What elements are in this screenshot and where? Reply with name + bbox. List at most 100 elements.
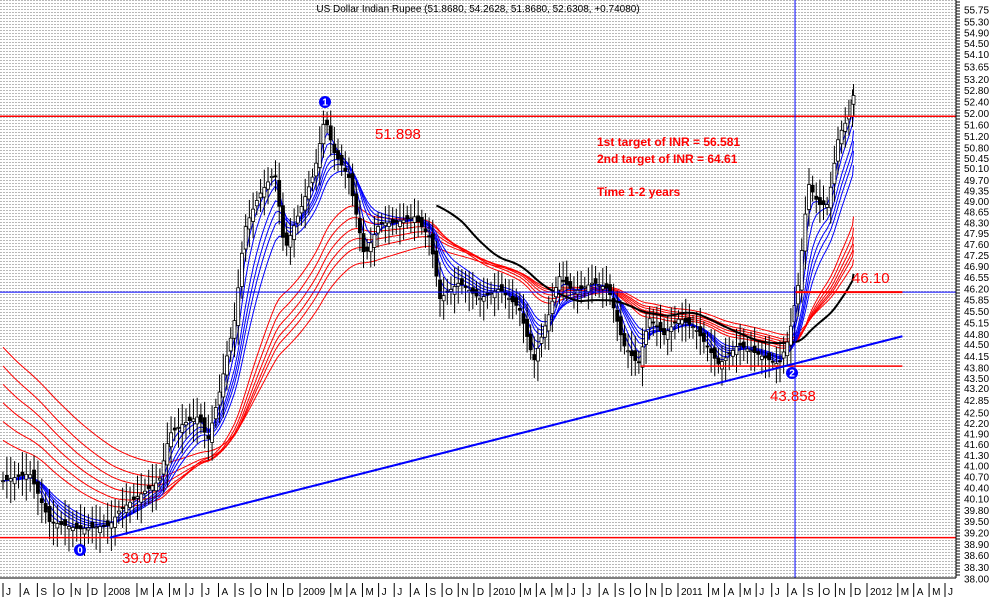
y-tick-label: 48.65: [964, 208, 989, 219]
candle-body: [105, 520, 110, 526]
target-notes: 1st target of INR = 56.581 2nd target of…: [597, 135, 740, 199]
x-tick-label: N: [74, 587, 81, 598]
candle-body: [39, 498, 44, 504]
candle-body: [295, 215, 300, 224]
candle-body: [749, 350, 753, 353]
x-tick-label: O: [634, 587, 642, 598]
candle-body: [36, 481, 40, 494]
candle-body: [626, 350, 630, 353]
short-ma-line: [2, 151, 854, 525]
x-tick-label: J: [759, 587, 764, 598]
candle-body: [116, 510, 121, 514]
y-tick-label: 45.15: [964, 319, 989, 330]
short-ma-line: [2, 140, 854, 526]
candle-body: [691, 326, 695, 329]
candle-body: [199, 414, 203, 423]
x-tick-label: M: [140, 587, 148, 598]
trendline: [109, 335, 903, 539]
candle-body: [32, 469, 36, 485]
x-tick-label: A: [539, 587, 546, 598]
x-tick-label: A: [413, 587, 420, 598]
candle-body: [317, 143, 322, 168]
y-tick-label: 38.60: [964, 551, 989, 562]
candle-body: [228, 337, 233, 352]
candle-body: [698, 326, 703, 337]
x-tick-label: 2010: [493, 587, 516, 598]
x-tick-label: J: [205, 587, 210, 598]
candle-body: [387, 222, 391, 227]
candle-body: [763, 355, 768, 359]
candle-body: [277, 179, 282, 207]
candle-body: [124, 504, 129, 513]
candle-body: [269, 175, 274, 178]
candle-body: [146, 485, 151, 489]
y-tick-label: 51.60: [964, 120, 989, 131]
candle-body: [78, 525, 83, 530]
x-tick-label: N: [461, 587, 468, 598]
candle-body: [98, 526, 102, 534]
candle-body: [622, 333, 627, 347]
candle-body: [266, 181, 270, 190]
x-tick-label: 2011: [681, 587, 703, 598]
candle-body: [836, 139, 840, 162]
pivot-label: 2: [789, 369, 795, 380]
candle-body: [561, 280, 566, 282]
y-tick-label: 47.95: [964, 229, 989, 240]
y-tick-label: 41.90: [964, 429, 989, 440]
candle-body: [16, 474, 21, 477]
y-tick-label: 48.30: [964, 218, 989, 229]
candle-body: [507, 297, 511, 300]
candle-body: [539, 336, 544, 344]
x-tick-label: J: [189, 587, 194, 598]
candle-body: [8, 478, 13, 482]
y-tick-label: 45.50: [964, 307, 989, 318]
candle-body: [232, 320, 237, 339]
candle-body: [157, 477, 162, 481]
candle-body: [528, 333, 533, 351]
candle-body: [113, 516, 118, 528]
candle-body: [184, 421, 188, 426]
candle-body: [1, 480, 5, 483]
candle-body: [86, 527, 91, 531]
candle-body: [63, 519, 67, 526]
candle-body: [251, 208, 256, 222]
x-tick-label: S: [807, 587, 814, 598]
y-tick-label: 44.50: [964, 340, 989, 351]
candle-body: [74, 522, 79, 529]
y-tick-label: 46.20: [964, 284, 989, 295]
y-tick-label: 55.30: [964, 18, 989, 29]
candle-body: [727, 352, 732, 355]
candle-body: [821, 200, 826, 206]
candle-body: [459, 278, 464, 285]
candle-body: [82, 527, 87, 535]
candle-body: [262, 187, 267, 198]
candle-body: [712, 347, 717, 359]
candle-body: [496, 289, 501, 293]
candle-body: [640, 346, 645, 368]
candle-body: [633, 350, 638, 361]
x-axis: J A S O N D 2008 M A M J J A S O N D 2009 M A M J J A S O N D 2010 M A…: [0, 577, 956, 598]
candle-body: [481, 296, 486, 302]
pivot-label: 1: [322, 98, 328, 109]
level-label-4610: 46.10: [852, 270, 890, 287]
candle-body: [131, 496, 136, 500]
candle-body: [514, 297, 519, 306]
x-tick-label: 2012: [870, 587, 893, 598]
candle-body: [792, 305, 797, 323]
candle-body: [741, 341, 746, 348]
candle-body: [361, 233, 366, 253]
candle-body: [343, 167, 348, 172]
y-tick-label: 41.00: [964, 462, 989, 473]
candle-body: [180, 424, 185, 433]
candle-body: [651, 321, 656, 324]
level-label-51898: 51.898: [375, 126, 421, 143]
candle-body: [839, 129, 844, 145]
y-tick-label: 47.60: [964, 240, 989, 251]
x-tick-label: N: [838, 587, 845, 598]
candle-body: [101, 524, 106, 527]
y-tick-label: 49.00: [964, 197, 989, 208]
candle-body: [376, 226, 380, 234]
x-tick-label: A: [917, 587, 924, 598]
candle-body: [303, 196, 308, 211]
candle-body: [597, 284, 602, 287]
